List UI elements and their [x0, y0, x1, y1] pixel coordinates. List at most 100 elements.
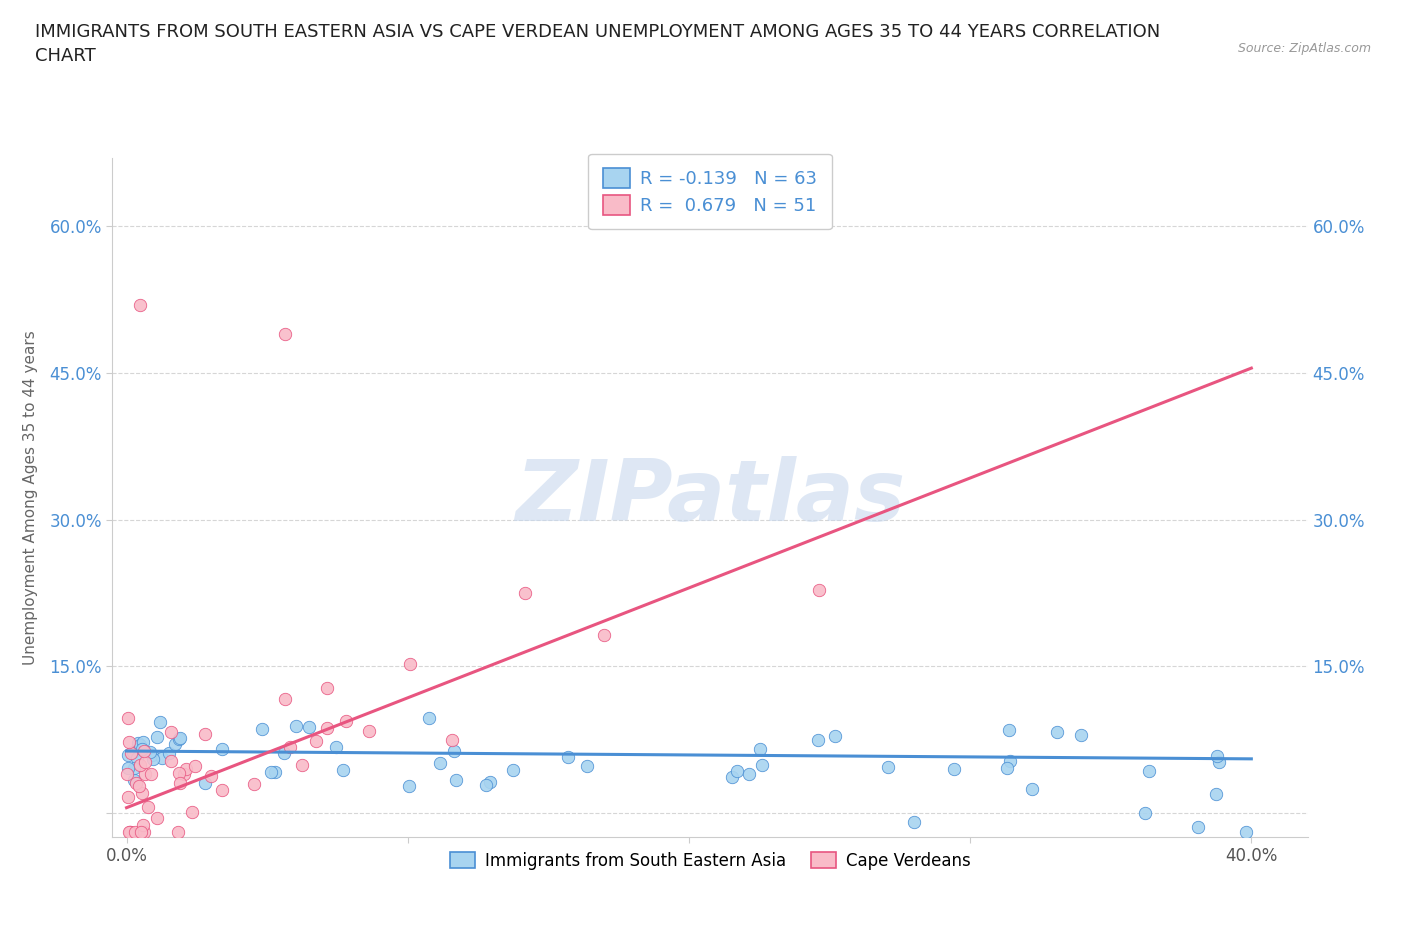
Point [305, 734, 328, 749]
Point [1070, 728, 1092, 743]
Point [398, 778, 420, 793]
Point [876, 759, 898, 774]
Point [115, 767, 138, 782]
Point [357, 724, 380, 738]
Point [515, 586, 537, 601]
Point [118, 825, 141, 840]
Point [738, 766, 761, 781]
Point [138, 745, 160, 760]
Point [751, 757, 773, 772]
Point [131, 741, 153, 756]
Point [211, 741, 233, 756]
Point [273, 746, 295, 761]
Text: IMMIGRANTS FROM SOUTH EASTERN ASIA VS CAPE VERDEAN UNEMPLOYMENT AMONG AGES 35 TO: IMMIGRANTS FROM SOUTH EASTERN ASIA VS CA… [35, 23, 1160, 65]
Point [194, 776, 217, 790]
Point [474, 777, 496, 792]
Point [117, 761, 139, 776]
Point [1187, 819, 1209, 834]
Point [134, 767, 156, 782]
Point [120, 746, 142, 761]
Point [332, 763, 354, 777]
Point [167, 825, 190, 840]
Point [274, 326, 297, 341]
Point [502, 763, 524, 777]
Point [903, 815, 925, 830]
Legend: Immigrants from South Eastern Asia, Cape Verdeans: Immigrants from South Eastern Asia, Cape… [443, 844, 977, 876]
Point [1021, 781, 1043, 796]
Point [145, 811, 167, 826]
Point [131, 786, 153, 801]
Point [124, 825, 146, 840]
Point [117, 711, 139, 725]
Point [284, 718, 307, 733]
Point [125, 776, 148, 790]
Point [260, 764, 283, 779]
Point [398, 657, 420, 671]
Point [118, 825, 141, 840]
Point [250, 722, 273, 737]
Point [150, 751, 173, 765]
Point [134, 755, 156, 770]
Point [298, 720, 321, 735]
Point [127, 736, 149, 751]
Point [118, 734, 141, 749]
Point [557, 750, 579, 764]
Point [173, 766, 195, 781]
Point [136, 800, 159, 815]
Point [159, 753, 181, 768]
Point [806, 732, 828, 747]
Point [129, 298, 152, 312]
Point [824, 729, 846, 744]
Point [139, 766, 162, 781]
Point [132, 743, 155, 758]
Point [1205, 787, 1227, 802]
Point [593, 628, 616, 643]
Point [184, 759, 207, 774]
Point [478, 775, 501, 790]
Point [443, 743, 465, 758]
Point [132, 817, 155, 832]
Point [167, 765, 190, 780]
Point [132, 825, 155, 840]
Point [429, 756, 451, 771]
Point [117, 747, 139, 762]
Point [1137, 764, 1160, 778]
Point [243, 777, 266, 791]
Point [721, 770, 744, 785]
Point [128, 778, 150, 793]
Point [120, 825, 142, 840]
Point [1208, 754, 1230, 769]
Text: ZIPatlas: ZIPatlas [515, 456, 905, 539]
Point [335, 713, 357, 728]
Point [169, 776, 191, 790]
Point [125, 751, 148, 765]
Point [264, 764, 287, 779]
Point [122, 761, 145, 776]
Point [725, 764, 748, 778]
Point [141, 748, 163, 763]
Point [315, 681, 337, 696]
Point [194, 726, 217, 741]
Point [290, 758, 312, 773]
Point [117, 790, 139, 804]
Point [808, 582, 831, 597]
Point [129, 825, 152, 840]
Point [1234, 825, 1257, 840]
Point [211, 782, 233, 797]
Point [174, 762, 197, 777]
Point [129, 757, 152, 772]
Point [145, 730, 167, 745]
Point [1206, 749, 1229, 764]
Point [121, 745, 143, 760]
Point [129, 737, 152, 752]
Point [995, 761, 1018, 776]
Y-axis label: Unemployment Among Ages 35 to 44 years: Unemployment Among Ages 35 to 44 years [24, 330, 38, 665]
Point [749, 742, 772, 757]
Point [444, 773, 467, 788]
Point [149, 714, 172, 729]
Text: Source: ZipAtlas.com: Source: ZipAtlas.com [1237, 42, 1371, 55]
Point [132, 735, 155, 750]
Point [129, 825, 152, 840]
Point [1046, 724, 1069, 739]
Point [200, 769, 222, 784]
